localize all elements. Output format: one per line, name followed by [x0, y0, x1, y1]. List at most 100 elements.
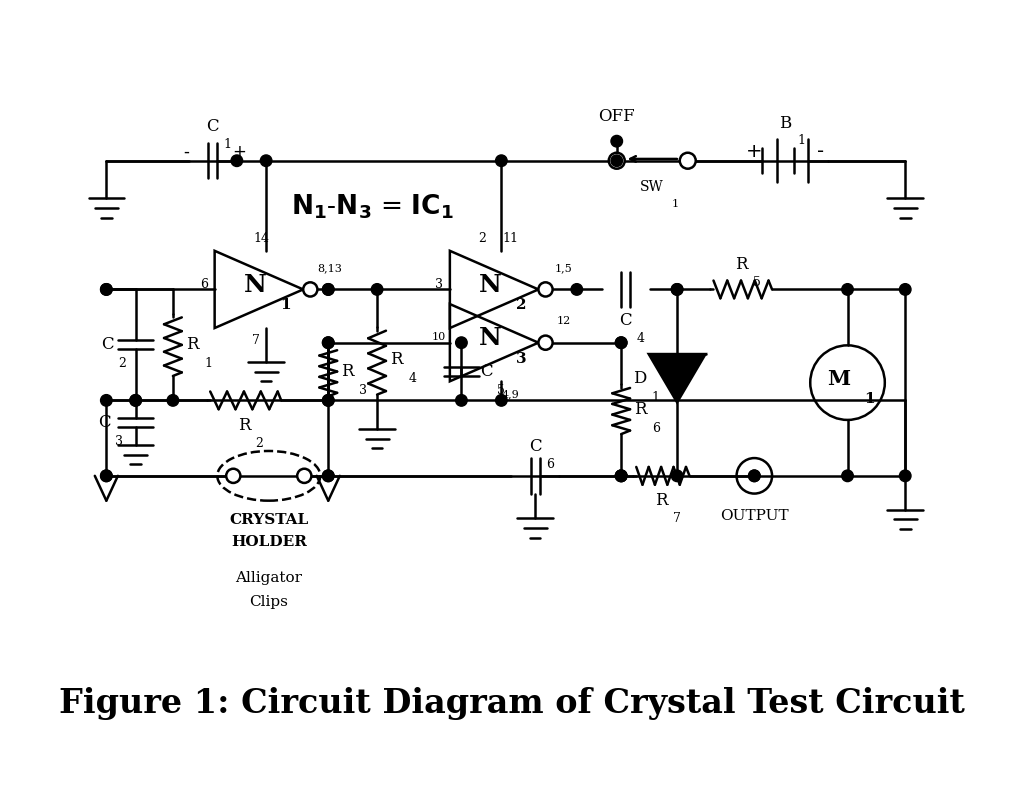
Text: 11: 11: [502, 232, 518, 245]
Text: R: R: [735, 256, 748, 273]
Text: R: R: [342, 363, 354, 380]
Text: R: R: [186, 336, 199, 354]
Text: Alligator: Alligator: [236, 571, 302, 585]
Circle shape: [226, 469, 241, 483]
Text: D: D: [633, 369, 646, 387]
Circle shape: [231, 155, 243, 166]
Text: HOLDER: HOLDER: [230, 536, 307, 550]
Text: 3: 3: [515, 352, 526, 365]
Text: 8,13: 8,13: [317, 263, 342, 273]
Text: 7: 7: [673, 513, 681, 525]
Text: 4: 4: [636, 332, 644, 345]
Circle shape: [496, 395, 507, 406]
Circle shape: [323, 284, 334, 295]
Text: +: +: [746, 142, 763, 161]
Text: R: R: [635, 401, 647, 418]
Text: C: C: [528, 438, 542, 455]
Circle shape: [297, 469, 311, 483]
Circle shape: [100, 470, 112, 482]
Circle shape: [672, 284, 683, 295]
Circle shape: [899, 284, 911, 295]
Circle shape: [842, 284, 853, 295]
Circle shape: [496, 155, 507, 166]
Text: R: R: [238, 417, 250, 433]
Text: $\mathbf{N_1}$-$\mathbf{N_3}$ = $\mathbf{IC_1}$: $\mathbf{N_1}$-$\mathbf{N_3}$ = $\mathbf…: [292, 193, 454, 221]
Text: 10: 10: [432, 332, 446, 343]
Text: 6: 6: [546, 458, 554, 471]
Text: N: N: [244, 273, 267, 297]
Circle shape: [615, 337, 627, 349]
Text: 1: 1: [798, 134, 806, 147]
Text: 3: 3: [116, 435, 123, 448]
Circle shape: [539, 282, 553, 297]
Text: -: -: [817, 142, 824, 161]
Text: 3: 3: [435, 278, 443, 290]
Text: 4,9: 4,9: [502, 388, 519, 399]
Circle shape: [303, 282, 317, 297]
Circle shape: [749, 470, 760, 482]
Text: 6: 6: [200, 278, 208, 290]
Text: 1: 1: [864, 392, 876, 406]
Circle shape: [615, 470, 627, 482]
Text: 1: 1: [281, 298, 291, 312]
Text: 2: 2: [478, 232, 485, 245]
Circle shape: [323, 337, 334, 349]
Circle shape: [680, 153, 695, 168]
Circle shape: [749, 470, 760, 482]
Text: CRYSTAL: CRYSTAL: [229, 513, 308, 528]
Text: Figure 1: Circuit Diagram of Crystal Test Circuit: Figure 1: Circuit Diagram of Crystal Tes…: [59, 687, 965, 721]
Polygon shape: [648, 354, 706, 403]
Circle shape: [100, 284, 112, 295]
Text: -: -: [183, 143, 189, 161]
Circle shape: [100, 470, 112, 482]
Circle shape: [100, 284, 112, 295]
Circle shape: [899, 470, 911, 482]
Text: 4: 4: [409, 372, 416, 384]
Circle shape: [672, 284, 683, 295]
Text: C: C: [207, 119, 219, 135]
Circle shape: [167, 395, 179, 406]
Text: C: C: [480, 363, 493, 380]
Text: Clips: Clips: [250, 595, 288, 609]
Text: 1: 1: [651, 391, 659, 403]
Text: 12: 12: [556, 316, 570, 327]
Text: C: C: [620, 312, 632, 329]
Text: 7: 7: [252, 334, 259, 347]
Text: 6: 6: [652, 422, 660, 435]
Text: +: +: [232, 143, 247, 161]
Circle shape: [323, 395, 334, 406]
Text: N: N: [479, 273, 502, 297]
Text: 3: 3: [359, 384, 368, 397]
Circle shape: [608, 153, 625, 168]
Text: 2: 2: [255, 437, 263, 450]
Text: 1: 1: [672, 199, 679, 209]
Circle shape: [842, 470, 853, 482]
Circle shape: [323, 395, 334, 406]
Circle shape: [260, 155, 272, 166]
Text: M: M: [827, 369, 850, 389]
Text: 5: 5: [497, 384, 505, 397]
Text: 14: 14: [254, 232, 269, 245]
Text: 5: 5: [753, 276, 761, 290]
Text: OFF: OFF: [598, 108, 635, 125]
Text: C: C: [101, 336, 114, 354]
Text: 1: 1: [204, 358, 212, 370]
Circle shape: [130, 395, 141, 406]
Text: N: N: [479, 326, 502, 350]
Circle shape: [456, 337, 467, 349]
Circle shape: [615, 470, 627, 482]
Circle shape: [571, 284, 583, 295]
Text: B: B: [779, 115, 792, 132]
Circle shape: [323, 284, 334, 295]
Text: OUTPUT: OUTPUT: [720, 509, 788, 523]
Circle shape: [672, 470, 683, 482]
Text: 1,5: 1,5: [554, 263, 572, 273]
Text: R: R: [655, 492, 668, 509]
Circle shape: [323, 470, 334, 482]
Circle shape: [323, 470, 334, 482]
Text: SW: SW: [640, 180, 665, 195]
Circle shape: [615, 337, 627, 349]
Circle shape: [611, 155, 623, 166]
Text: 2: 2: [118, 358, 126, 370]
Circle shape: [611, 135, 623, 147]
